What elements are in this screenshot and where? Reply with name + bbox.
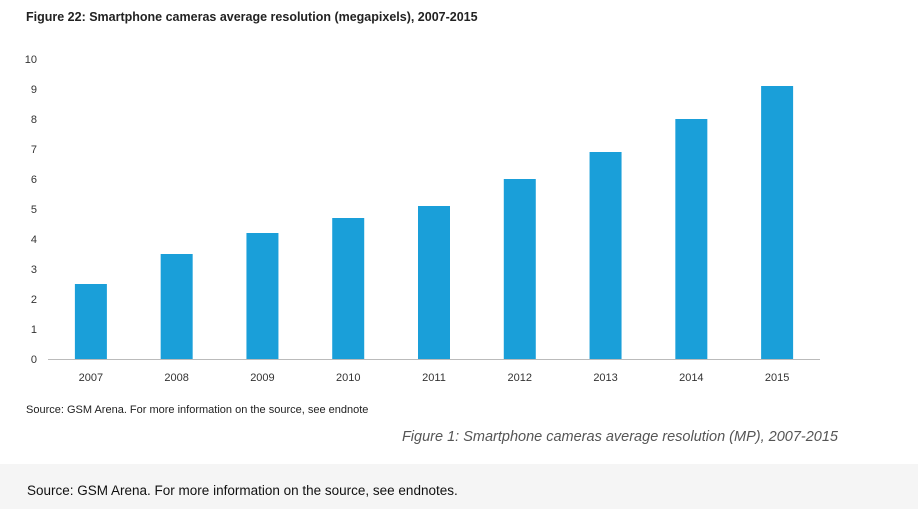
source-note: Source: GSM Arena. For more information … [26,404,369,416]
x-tick-label: 2011 [422,372,446,384]
x-tick-label: 2009 [250,372,274,384]
x-tick-label: 2014 [679,372,703,384]
footer: Source: GSM Arena. For more information … [0,464,918,509]
footer-note: Source: GSM Arena. For more information … [27,483,458,498]
y-tick-label: 9 [31,84,37,96]
bar-2015 [761,86,794,359]
y-tick-label: 8 [31,114,37,126]
y-tick-label: 4 [31,234,37,246]
bar-2007 [74,284,107,359]
x-tick-label: 2013 [593,372,617,384]
x-tick-label: 2007 [79,372,103,384]
bar-2013 [589,152,622,359]
x-tick-label: 2010 [336,372,360,384]
bar-2011 [418,206,450,359]
bar-chart: 0 1 2 3 4 5 6 7 8 9 10 2007 2008 2009 2010 2011 2012 2013… [25,54,820,384]
x-tick-label: 2008 [164,372,188,384]
bar-2014 [675,119,708,359]
figure-caption: Figure 1: Smartphone cameras average res… [401,429,838,445]
y-tick-label: 1 [31,324,37,336]
bar-2010 [332,218,365,359]
figure-title: Figure 22: Smartphone cameras average re… [26,10,478,24]
y-tick-label: 0 [31,354,37,366]
y-tick-label: 10 [25,54,37,66]
bar-2008 [160,254,193,359]
y-tick-label: 2 [31,294,37,306]
x-tick-label: 2012 [508,372,532,384]
y-tick-label: 6 [31,174,37,186]
x-tick-label: 2015 [765,372,789,384]
bar-2009 [246,233,279,359]
y-tick-label: 3 [31,264,37,276]
y-tick-label: 5 [31,204,37,216]
bar-2012 [503,179,536,359]
y-tick-label: 7 [31,144,37,156]
chart-figure: Figure 22: Smartphone cameras average re… [24,10,838,445]
